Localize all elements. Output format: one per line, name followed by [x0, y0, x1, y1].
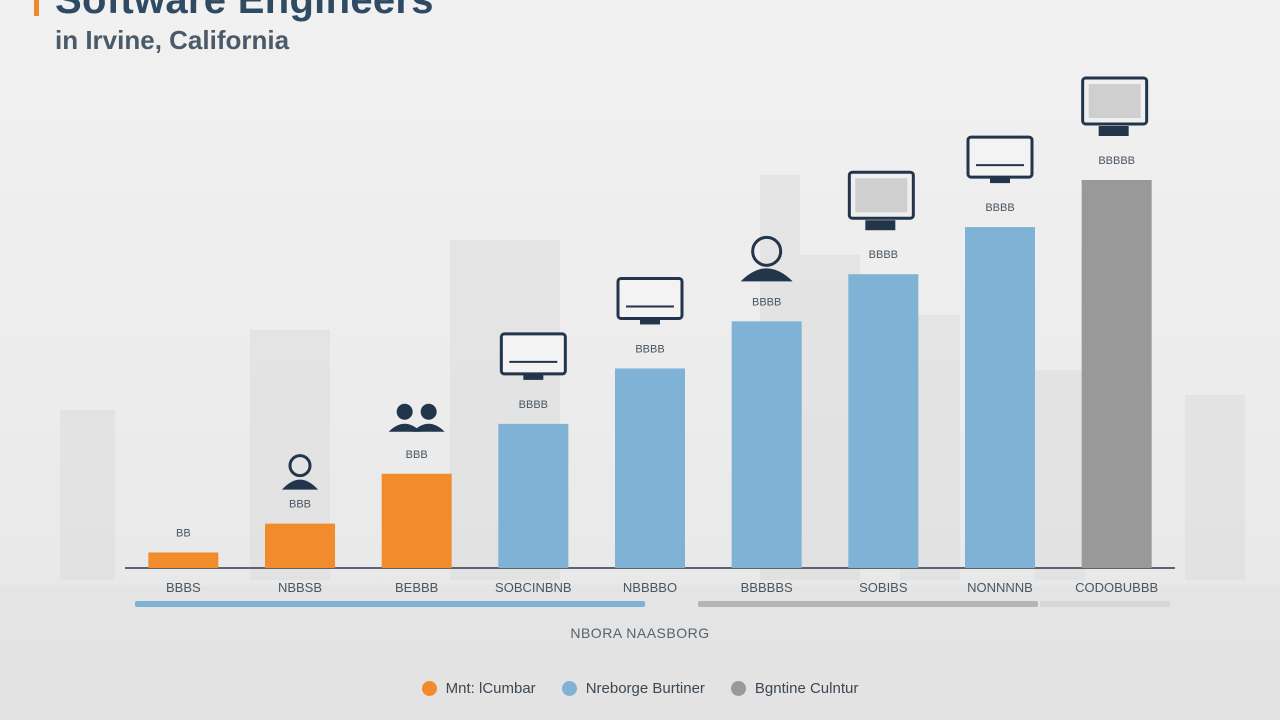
value-label-7: BBBB: [869, 249, 898, 261]
monitor-chart-icon: [616, 276, 684, 325]
bar-1: [148, 552, 219, 568]
value-label-4: BBBB: [519, 399, 548, 411]
value-label-1: BB: [176, 527, 191, 539]
chart-title: Software Engineers: [55, 0, 434, 22]
x-tick-label-5: NBBBBO: [623, 580, 677, 595]
bar-7: [848, 274, 919, 568]
chart-subtitle: in Irvine, California: [55, 25, 290, 55]
group-underline-light: [1040, 601, 1170, 607]
legend-swatch-orange: [421, 681, 437, 696]
value-label-2: BBB: [289, 499, 311, 511]
desktop-monitor-icon: [966, 135, 1034, 184]
legend-label-blue: Nreborge Burtiner: [585, 680, 705, 697]
bar-8: [965, 227, 1035, 568]
chart-legend: Mnt: lCumbar Nreborge Burtiner Bgntine C…: [0, 680, 1280, 697]
title-accent-bar: [34, 0, 39, 16]
bar-3: [381, 473, 452, 568]
value-label-8: BBBB: [985, 202, 1014, 214]
legend-item-blue: Nreborge Burtiner: [561, 680, 705, 697]
developer-workstation-icon: [740, 235, 793, 282]
headset-user-icon: [847, 170, 915, 231]
x-axis-title: NBORA NAASBORG: [570, 625, 710, 641]
value-label-9: BBBBB: [1098, 155, 1135, 167]
bar-6: [731, 321, 802, 568]
value-label-6: BBBB: [752, 296, 781, 308]
x-tick-label-8: NONNNNB: [967, 580, 1033, 595]
legend-label-orange: Mnt: lCumbar: [445, 680, 536, 697]
x-tick-label-1: BBBS: [166, 580, 201, 595]
x-tick-label-3: BEBBB: [395, 580, 438, 595]
presenter-screen-icon: [499, 332, 567, 380]
bar-9: [1081, 180, 1152, 568]
legend-item-gray: Bgntine Culntur: [730, 680, 859, 697]
computer-icon: [1081, 76, 1149, 136]
x-tick-label-6: BBBBBS: [741, 580, 793, 595]
group-underline-blue: [135, 601, 645, 607]
value-label-5: BBBB: [635, 343, 664, 355]
group-underline-gray: [698, 601, 1038, 607]
legend-item-orange: Mnt: lCumbar: [421, 680, 536, 697]
people-pair-icon: [388, 403, 445, 432]
person-icon: [282, 454, 318, 490]
legend-swatch-gray: [730, 681, 746, 696]
bar-5: [615, 368, 685, 568]
x-tick-label-2: NBBSB: [278, 580, 322, 595]
x-tick-label-4: SOBCINBNB: [495, 580, 572, 595]
x-tick-label-7: SOBIBS: [859, 580, 908, 595]
legend-swatch-blue: [561, 681, 577, 696]
bar-2: [265, 523, 335, 568]
legend-label-gray: Bgntine Culntur: [754, 680, 859, 697]
value-label-3: BBB: [406, 449, 428, 461]
x-tick-label-9: CODOBUBBB: [1075, 580, 1158, 595]
bar-4: [498, 423, 569, 568]
